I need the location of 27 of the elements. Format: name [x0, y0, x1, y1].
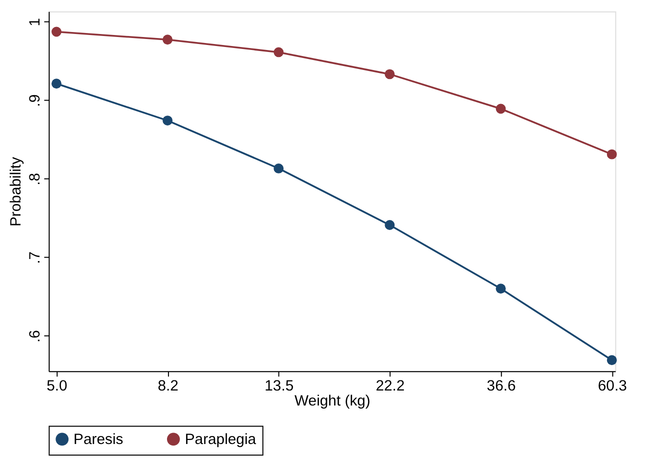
- y-tick-label: .7: [27, 252, 44, 264]
- point: [162, 116, 173, 126]
- legend-label: Paresis: [74, 432, 124, 448]
- y-tick-label: .8: [27, 172, 44, 186]
- point: [496, 284, 506, 294]
- y-tick-label: .6: [27, 330, 44, 342]
- point: [496, 104, 506, 114]
- point: [52, 26, 62, 37]
- y-tick-label: .9: [27, 94, 44, 107]
- point: [606, 355, 617, 366]
- x-tick-label: 22.2: [376, 378, 405, 395]
- point: [274, 47, 284, 58]
- x-axis-title: Weight (kg): [294, 393, 370, 410]
- x-tick-label: 36.6: [486, 378, 516, 395]
- x-tick-label: 8.2: [158, 378, 178, 395]
- x-tick-label: 13.5: [264, 378, 294, 395]
- y-tick-label: 1: [27, 18, 44, 26]
- point: [52, 78, 62, 89]
- y-axis-title: Probability: [8, 156, 24, 227]
- point: [162, 34, 173, 45]
- x-tick-label: 60.3: [598, 378, 627, 395]
- point: [606, 149, 617, 160]
- x-tick-label: 5.0: [46, 378, 68, 395]
- point: [384, 69, 395, 80]
- point: [384, 220, 395, 230]
- legend-label: Paraplegia: [184, 432, 257, 448]
- point: [274, 164, 284, 174]
